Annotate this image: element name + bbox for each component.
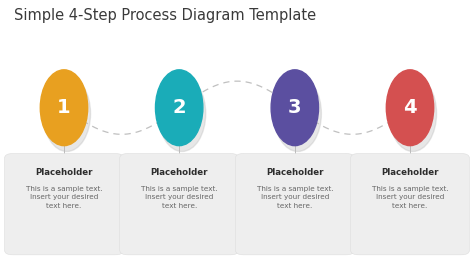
Text: Simple 4-Step Process Diagram Template: Simple 4-Step Process Diagram Template (14, 8, 316, 23)
Ellipse shape (43, 76, 91, 152)
Text: This is a sample text.
Insert your desired
text here.: This is a sample text. Insert your desir… (256, 186, 333, 209)
Ellipse shape (158, 76, 206, 152)
Ellipse shape (274, 76, 321, 152)
FancyBboxPatch shape (5, 153, 123, 255)
Ellipse shape (271, 70, 319, 146)
Text: Placeholder: Placeholder (381, 168, 439, 177)
Ellipse shape (389, 76, 437, 152)
Text: This is a sample text.
Insert your desired
text here.: This is a sample text. Insert your desir… (141, 186, 218, 209)
Text: Placeholder: Placeholder (35, 168, 93, 177)
Text: 3: 3 (288, 98, 301, 117)
Text: This is a sample text.
Insert your desired
text here.: This is a sample text. Insert your desir… (372, 186, 448, 209)
Ellipse shape (386, 70, 434, 146)
FancyBboxPatch shape (350, 153, 469, 255)
Text: Placeholder: Placeholder (266, 168, 324, 177)
FancyBboxPatch shape (119, 153, 238, 255)
Text: 2: 2 (173, 98, 186, 117)
Text: Placeholder: Placeholder (150, 168, 208, 177)
Ellipse shape (155, 70, 203, 146)
Ellipse shape (40, 70, 88, 146)
Text: This is a sample text.
Insert your desired
text here.: This is a sample text. Insert your desir… (26, 186, 102, 209)
FancyBboxPatch shape (235, 153, 354, 255)
Text: 1: 1 (57, 98, 71, 117)
Text: 4: 4 (403, 98, 417, 117)
